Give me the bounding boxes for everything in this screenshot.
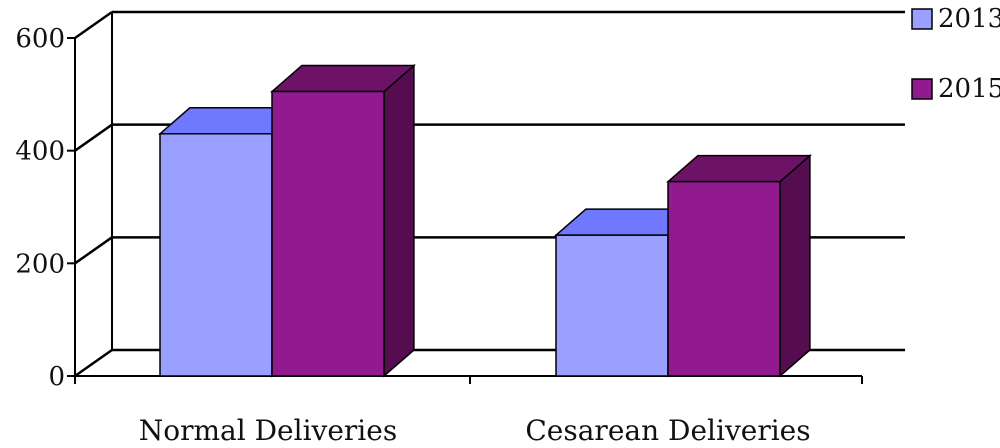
bar-front — [667, 180, 781, 377]
legend-label: 2015 — [938, 74, 1000, 104]
bar-side — [383, 63, 415, 378]
bar-2015-1 — [665, 154, 812, 378]
bar-front — [159, 133, 273, 377]
y-axis-ticks: 0 200 400 600 — [15, 24, 75, 392]
y-tick-label: 0 — [48, 362, 65, 392]
grid-diagonal — [74, 236, 113, 265]
grid-diagonal — [74, 123, 113, 152]
bar-front — [555, 234, 669, 377]
category-labels: Normal Deliveries Cesarean Deliveries — [139, 414, 811, 447]
bars — [157, 63, 812, 378]
legend-swatch — [911, 8, 933, 30]
bar-2015-0 — [269, 63, 416, 378]
grid-diagonal — [74, 10, 113, 40]
bar-side — [779, 154, 811, 378]
y-tick-label: 400 — [15, 137, 65, 167]
legend-swatch — [911, 78, 933, 100]
legend-label: 2013 — [938, 4, 1000, 34]
bar-front — [271, 90, 385, 377]
y-tick-label: 200 — [15, 249, 65, 279]
y-tick-label: 600 — [15, 24, 65, 54]
legend: 2013 2015 — [911, 4, 1000, 104]
category-label: Cesarean Deliveries — [525, 414, 810, 447]
category-label: Normal Deliveries — [139, 414, 397, 447]
grid-diagonal — [74, 348, 113, 378]
